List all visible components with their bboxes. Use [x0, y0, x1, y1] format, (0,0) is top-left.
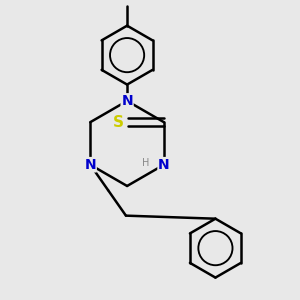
Text: N: N [85, 158, 96, 172]
Text: H: H [142, 158, 150, 168]
Text: S: S [113, 115, 124, 130]
Text: N: N [158, 158, 170, 172]
Text: N: N [121, 94, 133, 108]
